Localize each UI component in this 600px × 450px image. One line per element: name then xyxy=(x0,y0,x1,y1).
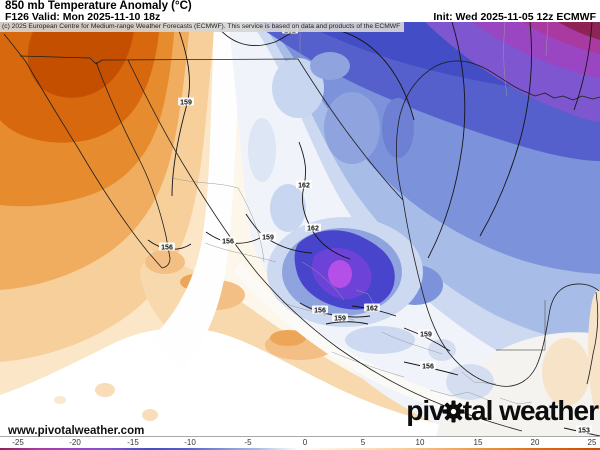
contour-label: 159 xyxy=(260,232,276,242)
contour-label: 162 xyxy=(305,223,321,233)
svg-text:162: 162 xyxy=(307,226,319,233)
colorbar-tick: -5 xyxy=(244,438,252,447)
contour-label: 162 xyxy=(364,303,380,313)
contour-label: 159 xyxy=(332,313,348,323)
logo-text-post: tal weather xyxy=(462,395,599,426)
colorbar-tick: -25 xyxy=(12,438,24,447)
page-title: 850 mb Temperature Anomaly (°C) xyxy=(5,0,192,12)
copyright-notice: (c) 2025 European Centre for Medium-rang… xyxy=(0,22,405,32)
contour-label: 153 xyxy=(576,425,592,435)
website-watermark: www.pivotalweather.com xyxy=(8,425,145,437)
logo-text-pre: piv xyxy=(406,395,444,426)
model-init-time: Init: Wed 2025-11-05 12z ECMWF xyxy=(433,11,596,23)
colorbar-tick: 5 xyxy=(360,438,366,447)
colorbar-gradient xyxy=(0,448,600,450)
colorbar-tick: 20 xyxy=(530,438,540,447)
gear-icon xyxy=(442,400,465,423)
pivotal-weather-logo: piv tal weather xyxy=(406,395,599,427)
forecast-valid-time: F126 Valid: Mon 2025-11-10 18z xyxy=(5,11,161,23)
cold-anomaly-region xyxy=(228,22,600,436)
svg-text:159: 159 xyxy=(334,316,346,323)
contour-label: 156 xyxy=(312,305,328,315)
contour-label: 156 xyxy=(159,242,175,252)
contour-label: 156 xyxy=(220,236,236,246)
contour-label: 156 xyxy=(420,361,436,371)
svg-text:156: 156 xyxy=(314,308,326,315)
svg-text:159: 159 xyxy=(180,100,192,107)
colorbar-tick: -20 xyxy=(69,438,81,447)
header-bar: 850 mb Temperature Anomaly (°C) F126 Val… xyxy=(0,0,600,23)
svg-text:156: 156 xyxy=(161,245,173,252)
contour-label: 159 xyxy=(178,97,194,107)
svg-text:159: 159 xyxy=(420,332,432,339)
svg-text:156: 156 xyxy=(222,239,234,246)
contour-label: 162 xyxy=(296,180,312,190)
contour-label: 159 xyxy=(418,329,434,339)
cold-core xyxy=(267,217,423,327)
svg-text:156: 156 xyxy=(422,364,434,371)
coastlines xyxy=(3,33,600,432)
colorbar-scale: -25 -20 -15 -10 -5 0 5 10 15 20 25 xyxy=(0,436,600,450)
colorbar-tick: -10 xyxy=(184,438,196,447)
colorbar-tick: -15 xyxy=(127,438,139,447)
colorbar-tick: 10 xyxy=(415,438,425,447)
svg-text:159: 159 xyxy=(262,235,274,242)
svg-text:153: 153 xyxy=(578,428,590,435)
colorbar-tick: 25 xyxy=(587,438,597,447)
colorbar-tick: 15 xyxy=(473,438,483,447)
svg-text:162: 162 xyxy=(298,183,310,190)
state-borders xyxy=(171,22,549,405)
colorbar-tick: 0 xyxy=(302,438,308,447)
svg-text:162: 162 xyxy=(366,306,378,313)
